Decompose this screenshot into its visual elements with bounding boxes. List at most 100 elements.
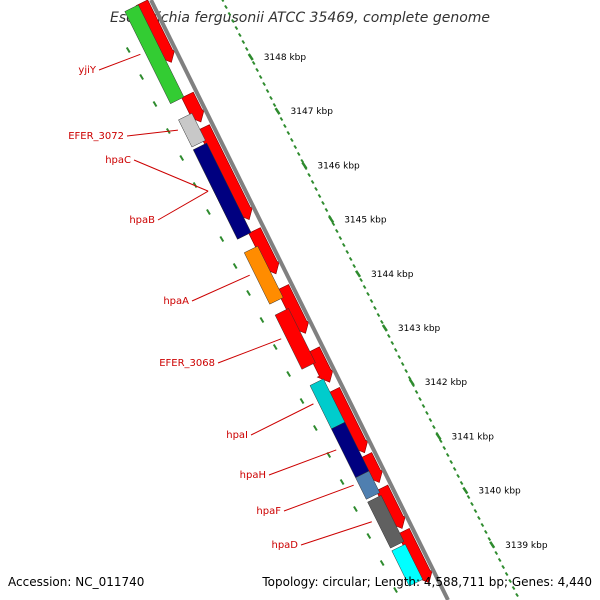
inner-tick [139,73,144,81]
ruler-dot [504,571,509,577]
ruler-dot [341,242,346,248]
gene-label: EFER_3068 [159,358,215,369]
forward-strand-track [135,0,433,584]
inner-tick [353,505,358,513]
ruler-dot [428,417,433,423]
scale-label: 3147 kbp [291,107,334,117]
inner-tick [379,559,385,567]
inner-tick [206,208,211,216]
gene-label: hpaB [129,215,155,226]
label-leader [217,338,282,364]
label-leader [133,159,209,192]
ruler-dot [438,438,443,444]
gene-labels: yjiY EFER_3072 hpaC hpaB hpaA EFER_3068 hpaI hp… [68,53,372,551]
inner-tick [179,154,185,162]
ruler-dot [269,95,273,101]
gene-block [178,112,206,148]
gene-block [355,470,381,500]
ruler-dot [497,557,502,563]
topology-text: Topology: circular; Length: 4,588,711 bp… [261,575,592,589]
ruler-dot [338,235,343,241]
ruler-dot [459,480,464,486]
label-leader [98,53,141,71]
label-leader [250,403,314,436]
scale-label: 3140 kbp [478,487,521,497]
inner-tick [219,235,225,243]
scale-label: 3142 kbp [425,378,468,388]
inner-tick [259,316,265,324]
gene-label: yjiY [78,65,96,76]
ruler-dot [321,200,325,206]
ruler-dot [452,466,457,472]
ruler-dot [324,207,329,213]
gene-block [192,142,252,240]
ruler-dot [293,144,298,150]
gene-block [124,4,185,105]
major-tick [408,378,415,386]
ruler-dot [362,284,367,290]
ruler-dot [445,452,450,458]
major-tick [247,53,254,61]
ruler-dot [300,158,305,164]
ruler-dot [234,25,239,31]
inner-tick [192,181,198,189]
inner-tick [286,370,291,378]
gene-label: EFER_3072 [68,131,124,142]
scale-label: 3146 kbp [317,161,360,171]
ruler-dot [393,347,398,353]
ruler-dot [487,536,492,542]
ruler-dot [224,4,228,10]
scale-label: 3145 kbp [344,216,387,226]
scale-label: 3144 kbp [371,270,414,280]
major-tick [462,486,469,495]
ruler-dot [331,221,336,227]
ruler-dot [307,172,311,178]
ruler-dot [501,564,505,570]
gene-block [391,543,424,587]
inner-tick [299,397,305,405]
ruler-dot [480,522,485,528]
inner-tick [393,586,398,594]
ruler-dot [241,39,246,45]
gene-label: hpaI [226,430,248,441]
scale-label: 3139 kbp [505,541,548,551]
ruler-dot [345,249,350,255]
ruler-dot [348,256,353,262]
ruler-dot [397,354,402,360]
ruler-dot [414,389,419,395]
ruler-dot [442,445,447,451]
major-tick [354,270,362,278]
label-leader [268,449,337,476]
ruler-dot [272,102,277,108]
gene-block [243,245,284,305]
inner-tick [313,424,318,432]
inner-tick [366,532,372,540]
ruler-dot [296,151,301,157]
ruler-dot [477,515,481,521]
ruler-dot [421,403,426,409]
inner-tick [272,343,278,351]
label-leader [126,129,178,137]
ruler-dot [231,18,235,24]
ruler-dot [373,305,377,311]
ruler-dot [425,410,429,416]
gene-label: hpaD [271,540,298,551]
ruler-dot [317,193,322,199]
ruler-dot [508,578,512,584]
ruler-dot [376,312,381,318]
inner-tick [246,289,251,297]
gene-label: hpaA [163,296,189,307]
ruler-dot [369,298,374,304]
major-tick [381,324,388,332]
gene-label: hpaC [105,155,131,166]
backbone-line [149,0,450,600]
gene-label: hpaH [240,470,266,481]
ruler-dot [335,228,339,234]
ruler-dot [386,333,391,339]
major-tick [328,215,335,224]
ruler-dot [511,585,516,591]
ruler-dot [286,130,291,136]
label-leader [283,484,354,512]
ruler-dot [237,32,242,38]
ruler-dot [366,291,370,297]
